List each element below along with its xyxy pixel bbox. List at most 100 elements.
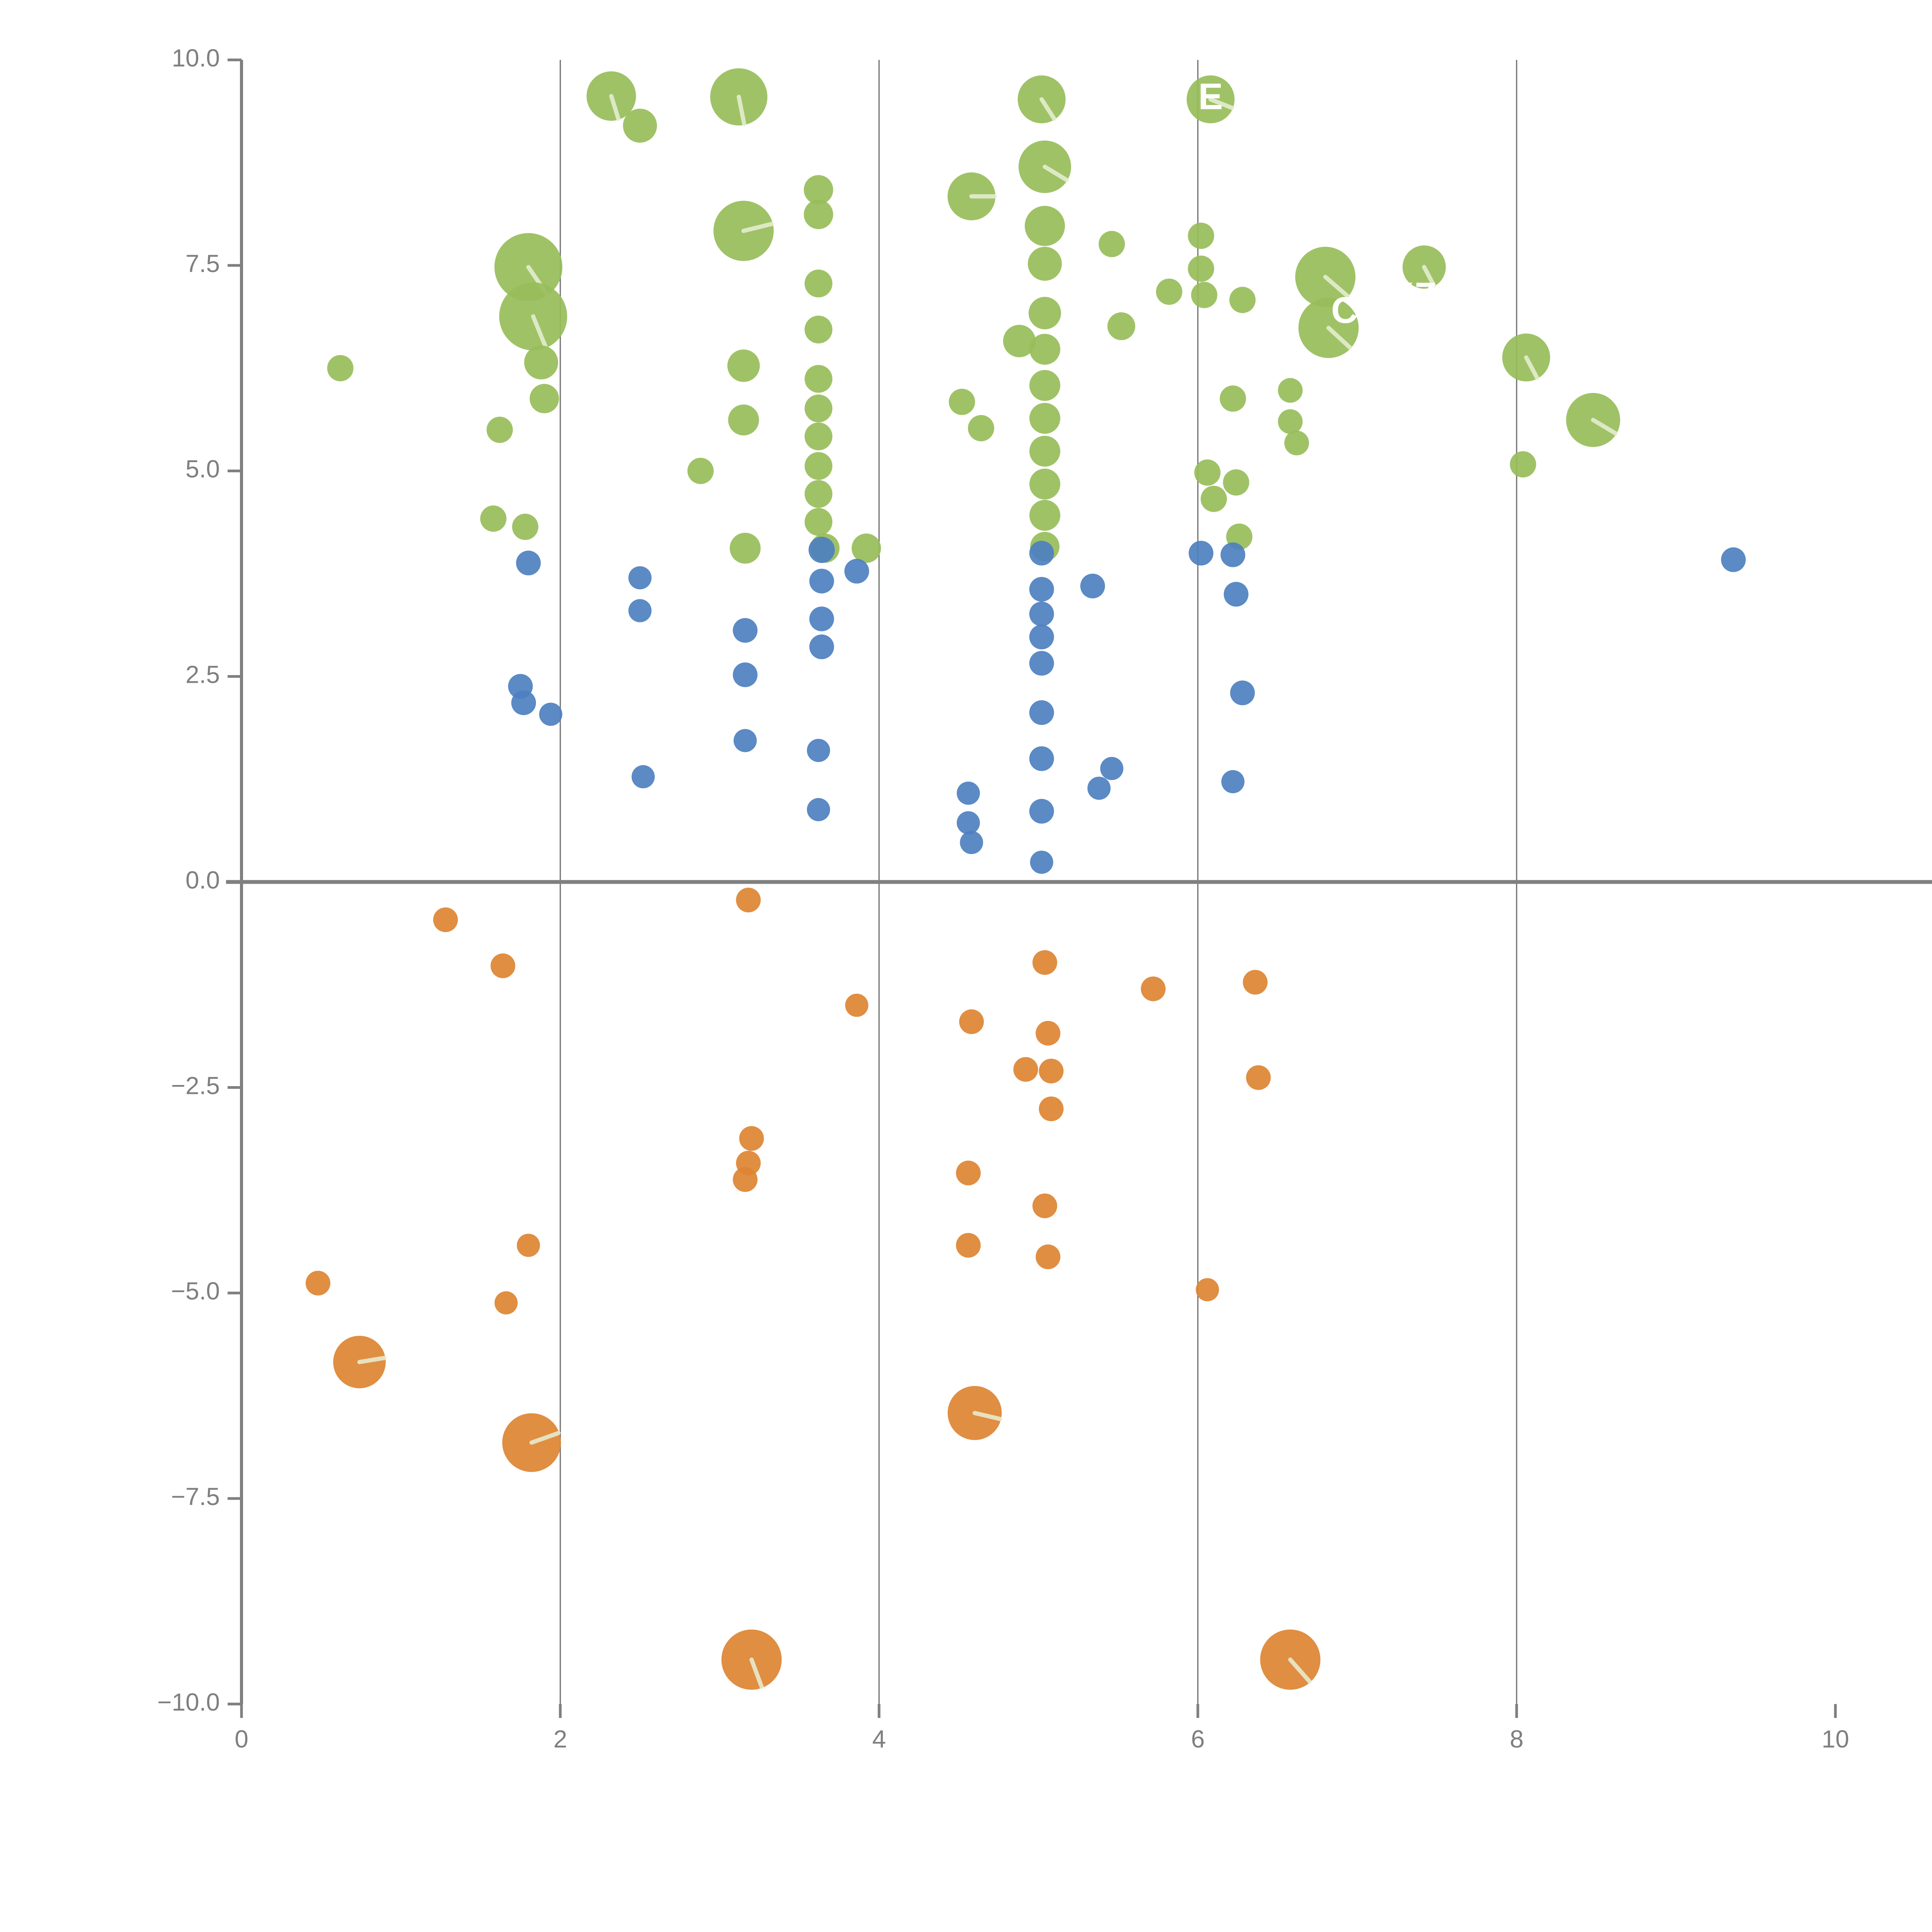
- scatter-point-blue[interactable]: [733, 662, 758, 687]
- scatter-point-green[interactable]: [1191, 282, 1218, 308]
- scatter-point-blue[interactable]: [960, 831, 983, 854]
- scatter-point-blue[interactable]: [1224, 582, 1248, 607]
- scatter-point-green[interactable]: [1284, 430, 1309, 456]
- scatter-point-green[interactable]: [804, 365, 833, 393]
- scatter-point-green[interactable]: [1201, 486, 1227, 512]
- scatter-point-green[interactable]: [727, 349, 760, 382]
- scatter-point-blue[interactable]: [809, 606, 834, 631]
- scatter-point-blue[interactable]: [807, 739, 830, 762]
- scatter-point-green[interactable]: [1029, 500, 1060, 531]
- scatter-point-orange[interactable]: [1243, 970, 1268, 995]
- scatter-point-orange[interactable]: [739, 1126, 764, 1151]
- scatter-point-orange[interactable]: [1032, 1193, 1057, 1218]
- scatter-point-blue[interactable]: [809, 568, 834, 594]
- scatter-point-orange[interactable]: [1196, 1278, 1219, 1301]
- scatter-point-green[interactable]: [529, 384, 559, 413]
- scatter-point-green[interactable]: [1194, 459, 1221, 486]
- scatter-point-green[interactable]: [1278, 378, 1303, 403]
- scatter-point-green[interactable]: [1003, 325, 1036, 357]
- scatter-point-green[interactable]: [804, 199, 833, 229]
- scatter-point-orange[interactable]: [1013, 1057, 1038, 1082]
- scatter-point-orange[interactable]: [1036, 1244, 1061, 1269]
- scatter-point-orange[interactable]: [306, 1270, 330, 1296]
- scatter-point-blue[interactable]: [807, 798, 830, 821]
- scatter-point-blue[interactable]: [1220, 542, 1245, 567]
- scatter-point-green[interactable]: [804, 422, 833, 451]
- scatter-point-orange[interactable]: [1036, 1020, 1061, 1046]
- scatter-point-green[interactable]: [949, 389, 975, 415]
- scatter-point-green[interactable]: [1278, 409, 1303, 434]
- scatter-point-blue[interactable]: [1230, 680, 1255, 706]
- scatter-point-blue[interactable]: [1029, 799, 1054, 824]
- scatter-point-green[interactable]: [804, 269, 833, 298]
- scatter-point-green[interactable]: [730, 532, 761, 564]
- scatter-point-green[interactable]: [804, 175, 833, 205]
- scatter-point-green[interactable]: [327, 355, 354, 381]
- scatter-point-blue[interactable]: [957, 811, 980, 835]
- scatter-point-green[interactable]: [1229, 287, 1256, 313]
- scatter-point-blue[interactable]: [1029, 577, 1054, 602]
- scatter-point-orange[interactable]: [433, 907, 458, 932]
- scatter-point-green[interactable]: [512, 514, 539, 540]
- scatter-point-green[interactable]: [623, 109, 657, 143]
- scatter-point-green[interactable]: [687, 457, 714, 484]
- scatter-point-green[interactable]: [1156, 278, 1182, 305]
- scatter-point-green[interactable]: [1223, 469, 1249, 496]
- scatter-point-blue[interactable]: [1029, 746, 1054, 771]
- scatter-point-orange[interactable]: [494, 1291, 518, 1315]
- scatter-point-blue[interactable]: [809, 634, 834, 660]
- scatter-point-green[interactable]: [1029, 333, 1060, 365]
- scatter-point-green[interactable]: [804, 395, 833, 423]
- scatter-point-blue[interactable]: [1080, 573, 1105, 599]
- scatter-point-orange[interactable]: [956, 1160, 981, 1185]
- scatter-point-orange[interactable]: [517, 1233, 540, 1257]
- scatter-point-orange[interactable]: [845, 993, 869, 1017]
- scatter-point-green[interactable]: [1107, 312, 1135, 340]
- scatter-point-blue[interactable]: [808, 536, 835, 563]
- scatter-point-green[interactable]: [804, 480, 833, 508]
- scatter-point-green[interactable]: [1219, 385, 1246, 412]
- scatter-point-blue[interactable]: [1221, 770, 1245, 793]
- scatter-point-blue[interactable]: [1721, 547, 1746, 572]
- scatter-point-blue[interactable]: [539, 702, 563, 726]
- scatter-point-blue[interactable]: [516, 551, 541, 576]
- scatter-point-green[interactable]: [1029, 403, 1060, 434]
- scatter-point-blue[interactable]: [631, 765, 655, 789]
- scatter-point-orange[interactable]: [736, 888, 761, 913]
- scatter-point-blue[interactable]: [511, 690, 536, 715]
- scatter-point-green[interactable]: [968, 415, 994, 442]
- scatter-point-green[interactable]: [1188, 255, 1214, 282]
- scatter-point-green[interactable]: [1188, 223, 1214, 249]
- scatter-point-green[interactable]: [1029, 435, 1060, 467]
- scatter-point-green[interactable]: [804, 452, 833, 480]
- scatter-point-blue[interactable]: [733, 729, 757, 752]
- scatter-point-blue[interactable]: [1087, 776, 1111, 800]
- scatter-point-orange[interactable]: [1141, 976, 1166, 1002]
- scatter-point-orange[interactable]: [733, 1167, 758, 1192]
- scatter-point-green[interactable]: [728, 404, 759, 435]
- scatter-point-blue[interactable]: [628, 566, 652, 590]
- scatter-point-green[interactable]: [1510, 451, 1536, 478]
- scatter-point-green[interactable]: [1028, 247, 1062, 281]
- scatter-point-orange[interactable]: [1032, 950, 1057, 975]
- scatter-point-green[interactable]: [1029, 468, 1060, 500]
- scatter-point-green[interactable]: [486, 417, 513, 443]
- scatter-point-orange[interactable]: [1246, 1065, 1271, 1090]
- scatter-point-orange[interactable]: [956, 1233, 981, 1258]
- scatter-point-green[interactable]: [852, 533, 881, 563]
- scatter-point-orange[interactable]: [1039, 1096, 1064, 1121]
- scatter-point-blue[interactable]: [1189, 541, 1214, 566]
- scatter-point-blue[interactable]: [1029, 700, 1054, 725]
- scatter-point-orange[interactable]: [959, 1009, 984, 1034]
- scatter-point-blue[interactable]: [1029, 541, 1054, 566]
- scatter-point-green[interactable]: [480, 505, 507, 532]
- scatter-point-green[interactable]: [1099, 231, 1125, 257]
- scatter-point-green[interactable]: [524, 345, 558, 379]
- scatter-point-blue[interactable]: [733, 618, 758, 643]
- scatter-point-blue[interactable]: [1029, 651, 1054, 676]
- scatter-point-green[interactable]: [804, 508, 833, 536]
- data-markers[interactable]: [306, 68, 1746, 1690]
- scatter-point-orange[interactable]: [1039, 1058, 1064, 1083]
- scatter-point-green[interactable]: [1029, 297, 1061, 330]
- scatter-point-green[interactable]: [1029, 370, 1060, 401]
